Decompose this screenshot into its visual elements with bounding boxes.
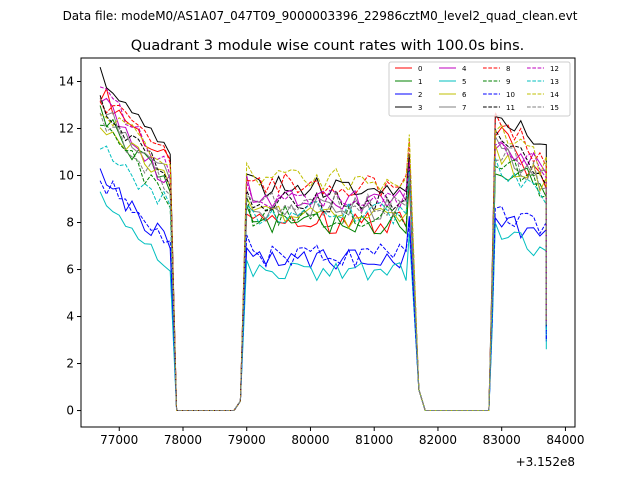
legend-label-8: 8 [506,65,510,73]
legend-label-10: 10 [506,91,515,99]
x-tick-label: 79000 [228,433,266,447]
legend-label-6: 6 [462,91,467,99]
legend-label-7: 7 [462,104,466,112]
y-tick-label: 2 [66,357,74,371]
legend-label-14: 14 [550,91,559,99]
x-tick-label: 82000 [419,433,457,447]
y-tick-label: 10 [59,169,74,183]
y-axis: 0 2 4 6 8 10 12 14 [59,75,81,418]
chart-title: Quadrant 3 module wise count rates with … [131,38,525,54]
y-tick-label: 8 [66,216,74,230]
axes-frame [80,57,576,428]
legend-label-12: 12 [550,65,559,73]
legend-label-5: 5 [462,78,466,86]
legend-label-1: 1 [418,78,422,86]
y-tick-label: 12 [59,122,74,136]
x-axis: 77000 78000 79000 80000 81000 82000 83000 84000 [100,427,585,447]
legend-label-11: 11 [506,104,515,112]
legend-label-2: 2 [418,91,422,99]
legend-label-3: 3 [418,104,422,112]
y-tick-label: 14 [59,75,74,89]
legend-label-9: 9 [506,78,510,86]
series-line-15 [99,112,547,411]
series-line-9 [100,124,547,411]
x-tick-label: 83000 [483,433,521,447]
x-tick-label: 84000 [546,433,584,447]
y-tick-label: 6 [66,263,74,277]
series-lines [99,66,547,411]
y-tick-label: 4 [66,310,74,324]
figure-suptitle: Data file: modeM0/AS1A07_047T09_90000033… [63,9,578,23]
plot-area: 77000 78000 79000 80000 81000 82000 83000 84000… [59,57,585,469]
legend-label-0: 0 [418,65,422,73]
y-tick-label: 0 [66,404,74,418]
x-tick-label: 80000 [291,433,329,447]
x-tick-label: 81000 [355,433,393,447]
legend-frame [388,61,571,117]
x-tick-label: 78000 [164,433,202,447]
x-tick-label: 77000 [100,433,138,447]
x-axis-offset-label: +3.152e8 [516,455,575,469]
legend-label-15: 15 [550,104,559,112]
legend-label-4: 4 [462,65,467,73]
legend-label-13: 13 [550,78,559,86]
